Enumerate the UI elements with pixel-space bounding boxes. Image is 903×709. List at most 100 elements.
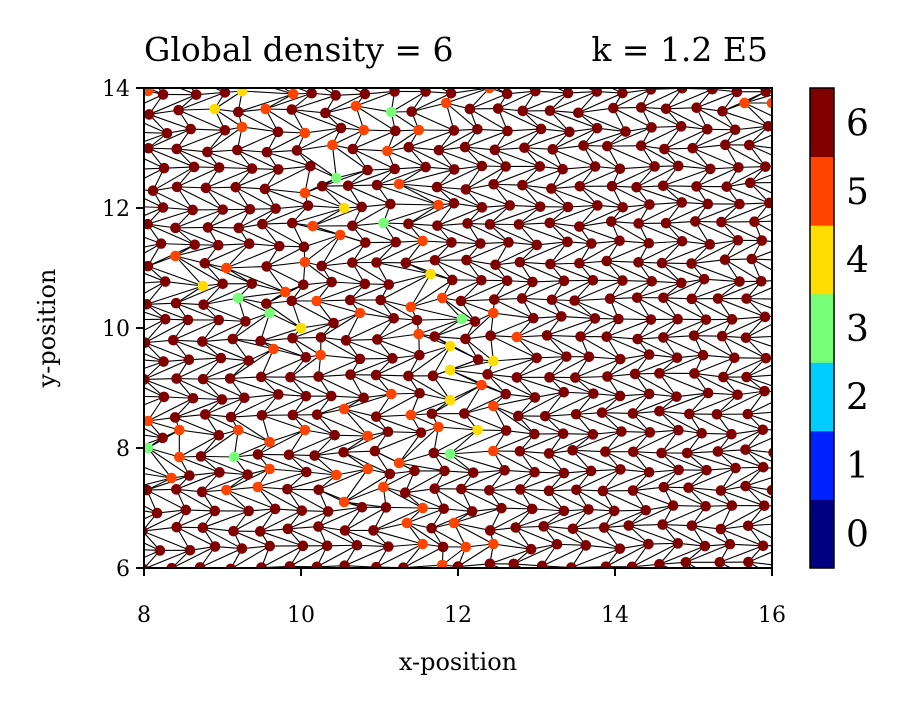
- lattice-edge: [673, 505, 706, 507]
- lattice-edge: [692, 147, 739, 168]
- defect-node-5: [358, 124, 370, 136]
- particle-node: [608, 505, 620, 517]
- lattice-edge: [576, 468, 621, 491]
- defect-node-5: [417, 502, 428, 514]
- lattice-edge: [144, 352, 164, 363]
- particle-node: [466, 506, 478, 517]
- lattice-edge: [552, 127, 598, 150]
- lattice-edge: [453, 507, 502, 524]
- lattice-edge: [680, 88, 683, 89]
- lattice-edge: [204, 262, 253, 285]
- lattice-edge: [746, 374, 772, 378]
- lattice-edge: [576, 489, 615, 512]
- particle-node: [256, 562, 267, 568]
- lattice-edge: [171, 546, 216, 568]
- particle-node: [744, 177, 756, 189]
- particle-node: [465, 69, 476, 80]
- lattice-edge: [230, 393, 279, 418]
- lattice-edge: [550, 263, 594, 281]
- particle-node: [697, 349, 709, 361]
- lattice-edge: [322, 71, 356, 72]
- lattice-edge: [202, 378, 245, 399]
- lattice-edge: [611, 185, 650, 206]
- particle-node: [344, 294, 356, 306]
- defect-node-5: [236, 121, 248, 133]
- particle-node: [633, 256, 644, 268]
- lattice-edge: [436, 165, 483, 188]
- particle-node: [414, 387, 425, 399]
- particle-node: [558, 386, 570, 398]
- lattice-edge: [274, 586, 304, 588]
- lattice-edge: [457, 566, 463, 568]
- particle-node: [480, 47, 491, 58]
- lattice-edge: [431, 384, 482, 415]
- lattice-edge: [316, 566, 319, 568]
- defect-node-5: [362, 430, 374, 442]
- particle-node: [370, 369, 382, 381]
- particle-node: [841, 425, 852, 436]
- lattice-edge: [545, 415, 594, 435]
- particle-node: [508, 558, 520, 568]
- particle-node: [601, 331, 612, 343]
- lattice-edge: [266, 303, 302, 329]
- y-tick-label: 6: [116, 557, 130, 582]
- lattice-edge: [314, 455, 368, 470]
- particle-node: [850, 8, 861, 19]
- particle-node: [418, 9, 429, 20]
- lattice-edge: [780, 52, 826, 73]
- lattice-edge: [735, 125, 769, 131]
- lattice-edge: [144, 197, 164, 208]
- lattice-edge: [776, 243, 793, 260]
- particle-node: [514, 256, 526, 268]
- particle-node: [414, 578, 425, 589]
- lattice-edge: [157, 587, 189, 589]
- lattice-edge: [572, 430, 622, 451]
- lattice-edge: [375, 566, 378, 568]
- lattice-edge: [176, 357, 222, 380]
- lattice-edge: [205, 413, 239, 431]
- particle-node: [202, 146, 213, 158]
- particle-node: [236, 543, 248, 554]
- lattice-edge: [575, 375, 608, 379]
- lattice-edge: [441, 297, 476, 322]
- lattice-edge: [261, 414, 306, 431]
- particle-node: [325, 390, 337, 402]
- particle-node: [206, 68, 217, 79]
- particle-node: [565, 10, 576, 21]
- lattice-edge: [460, 280, 508, 302]
- lattice-edge: [387, 129, 420, 152]
- particle-node: [219, 88, 231, 98]
- particle-node: [875, 311, 886, 322]
- particle-node: [464, 103, 476, 115]
- lattice-edge: [296, 88, 312, 94]
- lattice-edge: [188, 585, 214, 586]
- particle-node: [484, 484, 495, 496]
- lattice-edge: [344, 393, 392, 410]
- lattice-edge: [781, 375, 792, 393]
- lattice-edge: [405, 241, 452, 264]
- lattice-edge: [144, 342, 190, 361]
- defect-node-5: [144, 88, 154, 97]
- lattice-edge: [123, 149, 138, 169]
- lattice-edge: [829, 13, 855, 16]
- lattice-edge: [745, 437, 772, 451]
- lattice-edge: [176, 186, 224, 211]
- lattice-edge: [238, 429, 270, 443]
- particle-node: [370, 411, 382, 422]
- lattice-edge: [747, 525, 772, 539]
- particle-node: [333, 14, 344, 25]
- particle-node: [315, 332, 327, 343]
- particle-node: [712, 293, 724, 304]
- lattice-edge: [387, 431, 422, 434]
- particle-node: [403, 370, 414, 382]
- lattice-edge: [287, 474, 337, 490]
- y-axis-label: y-position: [33, 269, 61, 389]
- lattice-edge: [316, 299, 351, 302]
- particle-node: [472, 354, 484, 365]
- particle-node: [184, 544, 196, 556]
- particle-node: [213, 162, 225, 173]
- lattice-edge: [181, 73, 211, 74]
- particle-node: [456, 483, 467, 495]
- particle-node: [627, 408, 639, 419]
- particle-node: [472, 123, 483, 135]
